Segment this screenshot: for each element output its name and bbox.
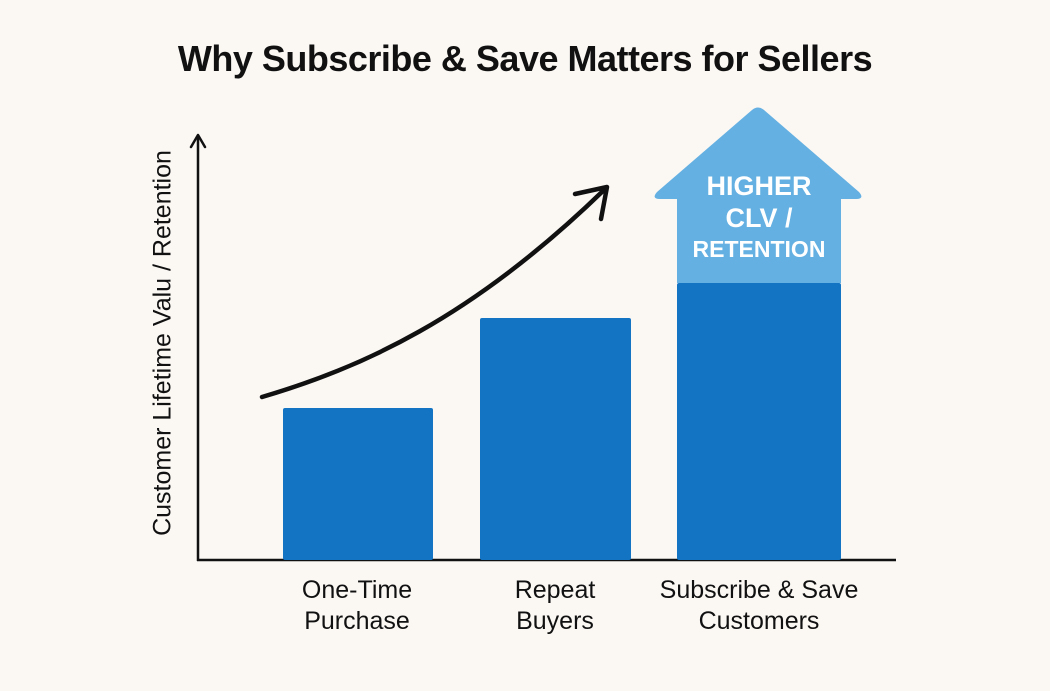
callout-line-2: CLV / bbox=[725, 203, 793, 233]
callout-line-3: RETENTION bbox=[692, 236, 826, 262]
x-tick-line: Purchase bbox=[304, 607, 410, 635]
x-tick-line: Repeat bbox=[514, 576, 596, 604]
callout-line-1: HIGHER bbox=[706, 171, 812, 201]
up-arrow-callout-icon bbox=[654, 107, 862, 283]
trend-arrow-icon bbox=[259, 184, 610, 400]
x-tick-line: Customers bbox=[698, 607, 820, 635]
x-tick-line: Subscribe & Save bbox=[659, 576, 859, 604]
bar-subscribe-save bbox=[677, 283, 841, 560]
x-tick-line: One-Time bbox=[301, 576, 413, 604]
x-tick-line: Buyers bbox=[516, 607, 594, 635]
bar-one-time-purchase bbox=[283, 408, 433, 560]
x-tick-label-subscribe: Subscribe & Save Customers bbox=[660, 575, 859, 637]
callout-text: HIGHER CLV / RETENTION bbox=[677, 170, 841, 264]
x-tick-label-one-time: One-Time Purchase bbox=[302, 575, 412, 637]
chart-title: Why Subscribe & Save Matters for Sellers bbox=[177, 38, 873, 79]
x-tick-label-repeat: Repeat Buyers bbox=[515, 575, 596, 637]
y-axis-label: Customer Lifetime Valu / Retention bbox=[148, 150, 177, 536]
bar-repeat-buyers bbox=[480, 318, 631, 560]
y-axis bbox=[189, 133, 207, 561]
